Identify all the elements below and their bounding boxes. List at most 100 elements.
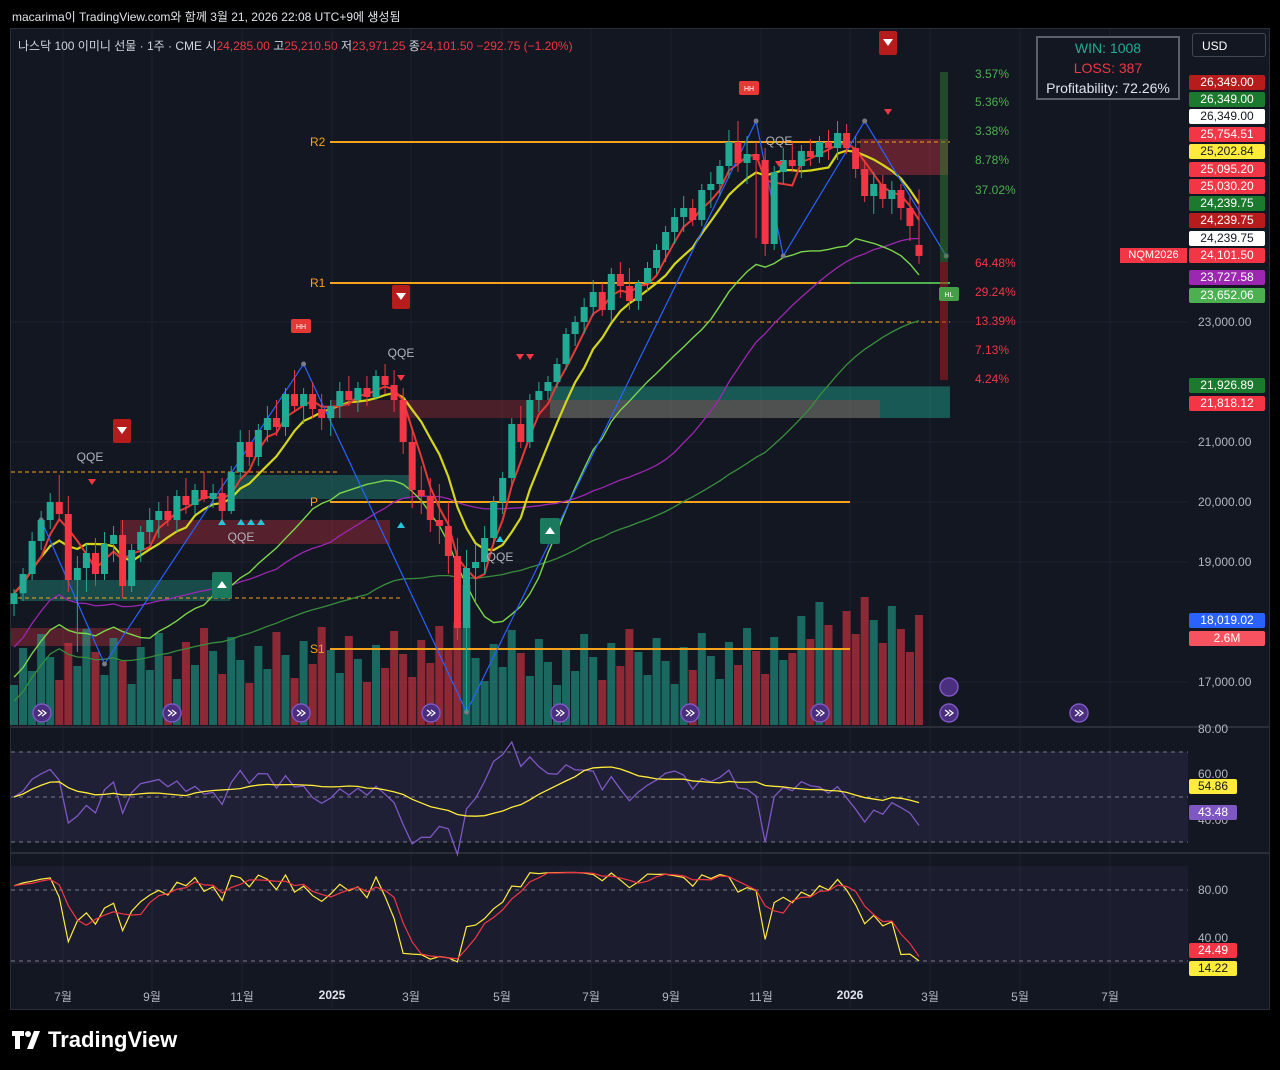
candle-body [309, 394, 317, 409]
candle-body [698, 190, 706, 220]
change-value: −292.75 (−1.20%) [476, 39, 573, 53]
time-axis-label: 5월 [493, 990, 511, 1004]
volume-bar [308, 664, 317, 725]
candle-body [879, 184, 887, 199]
event-arrow-icon [167, 709, 177, 717]
candle-body [55, 502, 63, 514]
stoch-k-line [13, 871, 920, 963]
volume-bar [426, 663, 435, 725]
price-axis-label: 17,000.00 [1198, 675, 1252, 689]
currency-selector[interactable]: USD [1192, 33, 1266, 57]
percent-label: 37.02% [975, 183, 1016, 197]
volume-bar [254, 646, 263, 725]
loss-count: LOSS: 387 [1073, 60, 1143, 76]
volume-bar [372, 645, 380, 725]
candle-body [282, 394, 289, 427]
profitability: Profitability: 72.26% [1046, 80, 1170, 96]
buy-mini-arrow [247, 519, 255, 525]
symbol-name[interactable]: 나스닥 100 이미니 선물 · 1주 · CME [18, 39, 203, 53]
event-arrow-icon [426, 709, 436, 717]
volume-bar [46, 657, 55, 725]
volume-bar [543, 662, 552, 725]
time-axis-label: 7월 [582, 990, 600, 1004]
candle-body [535, 391, 543, 400]
volume-bar [453, 622, 462, 725]
candle-body [734, 142, 742, 163]
percent-label: 5.36% [975, 95, 1009, 109]
price-axis-label: 21,000.00 [1198, 435, 1252, 449]
pivot-label: R1 [310, 276, 326, 290]
high-value: 25,210.50 [284, 39, 338, 53]
sell-mini-arrow [516, 354, 524, 360]
time-axis-label: 3월 [921, 990, 939, 1004]
volume-bar [507, 630, 516, 725]
candle-body [662, 232, 670, 250]
symbol-info-line[interactable]: 나스닥 100 이미니 선물 · 1주 · CME 시24,285.00 고25… [18, 37, 573, 54]
pivot-label: S1 [310, 642, 325, 656]
time-axis-label: 11월 [230, 990, 254, 1004]
volume-bar [489, 644, 498, 725]
volume-bar [218, 674, 227, 725]
candle-body [363, 388, 371, 397]
volume-bar [498, 667, 507, 725]
stoch-axis-label: 80.00 [1198, 883, 1229, 897]
time-axis-label: 2025 [318, 988, 346, 1002]
volume-bar [209, 651, 218, 725]
qqe-label: QQE [228, 530, 255, 544]
volume-bar [28, 671, 37, 725]
price-axis-label: 23,000.00 [1198, 315, 1252, 329]
candle-body [607, 274, 615, 310]
volume-bar [172, 679, 181, 725]
candle-body [544, 382, 552, 391]
percent-label: 29.24% [975, 285, 1016, 299]
percent-label: 4.24% [975, 372, 1009, 386]
volume-tag: 2.6M [1189, 631, 1265, 646]
candle-body [689, 208, 697, 220]
qqe-label: QQE [487, 550, 514, 564]
volume-bar [860, 597, 869, 725]
sell-mini-arrow [884, 109, 892, 115]
low-label: 저 [340, 39, 353, 53]
candle-body [526, 400, 534, 442]
candle-body [200, 490, 208, 499]
volume-bar [815, 602, 824, 725]
candle-body [91, 553, 99, 574]
volume-bar [525, 676, 534, 725]
candle-body [770, 172, 778, 244]
stoch-k-value-tag: 24.49 [1189, 943, 1237, 958]
candle-body [761, 160, 769, 244]
volume-bar [643, 675, 652, 725]
candle-body [825, 142, 832, 148]
volume-bar [715, 679, 724, 725]
volume-bar [743, 628, 752, 725]
price-tag: 24,239.75 [1189, 196, 1265, 211]
candle-body [834, 133, 842, 148]
candle-body [616, 274, 624, 286]
event-arrow-icon [685, 709, 695, 717]
volume-bar [670, 684, 679, 725]
volume-bar [326, 650, 335, 725]
candle-body [19, 574, 27, 594]
candle-body [209, 493, 217, 499]
price-tag: 26,349.00 [1189, 75, 1265, 90]
swing-badge [291, 319, 311, 333]
volume-bar [154, 633, 163, 725]
close-value: 24,101.50 [419, 39, 474, 53]
volume-bar [851, 634, 860, 725]
candle-body [743, 154, 751, 163]
volume-bar [616, 666, 625, 725]
candle-body [843, 133, 851, 148]
chart-frame [10, 28, 1270, 1010]
candle-body [779, 160, 787, 172]
volume-bar [417, 640, 426, 725]
percent-label: 13.39% [975, 314, 1016, 328]
volume-bar [91, 652, 100, 725]
volume-bar [869, 620, 878, 725]
volume-bar [19, 648, 28, 725]
swing-badge-label: HH [744, 86, 754, 93]
volume-bar [272, 632, 281, 725]
volume-bar [661, 661, 670, 725]
symbol-price-tag: NQM2026 [1120, 248, 1187, 263]
volume-bar [770, 637, 779, 725]
